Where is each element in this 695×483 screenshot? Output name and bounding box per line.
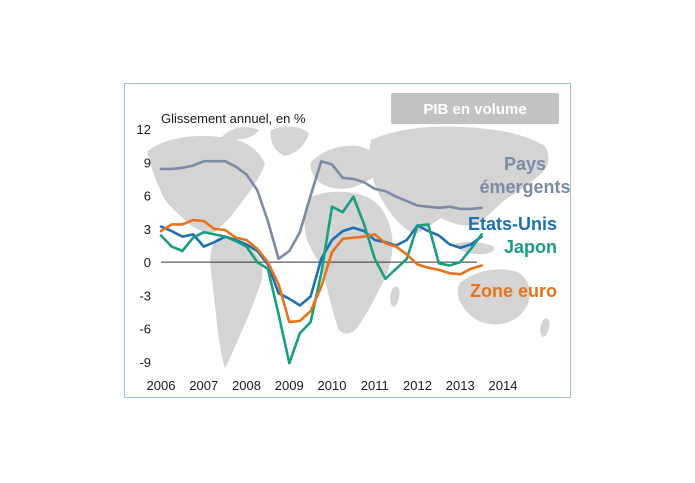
map-greenland	[270, 126, 309, 156]
y-axis-ticks: 12 9 6 3 0 -3 -6 -9	[137, 122, 151, 370]
map-new-zealand	[540, 318, 550, 337]
chart-frame: PIB en volume Glissement annuel, en % 12…	[124, 83, 571, 398]
series-label-pays_emergents: Pays	[504, 154, 546, 174]
map-australia	[457, 269, 530, 325]
x-tick-label: 2009	[275, 378, 304, 393]
y-tick-label: 6	[144, 189, 151, 204]
y-tick-label: -3	[139, 288, 151, 303]
series-lines	[159, 159, 483, 365]
map-africa	[304, 191, 393, 334]
chart-subtitle: Glissement annuel, en %	[161, 111, 306, 126]
x-tick-label: 2006	[147, 378, 176, 393]
badge-text: PIB en volume	[423, 101, 526, 118]
map-madagascar	[390, 286, 400, 307]
y-tick-label: -6	[139, 322, 151, 337]
x-tick-label: 2010	[318, 378, 347, 393]
series-label-zone_euro: Zone euro	[470, 281, 557, 301]
map-japan	[514, 172, 526, 193]
series-line-pays_emergents	[159, 159, 483, 261]
series-label-japon: Japon	[504, 237, 557, 257]
map-south-america	[210, 236, 263, 368]
series-labels: Pays émergents Etats-Unis Japon Zone euro	[468, 154, 570, 301]
series-line-etats_unis	[159, 224, 483, 307]
badge-background	[391, 93, 559, 124]
gdp-line-chart: PIB en volume Glissement annuel, en % 12…	[137, 93, 570, 393]
x-tick-label: 2007	[189, 378, 218, 393]
x-tick-label: 2008	[232, 378, 261, 393]
x-tick-label: 2012	[403, 378, 432, 393]
map-north-america	[147, 127, 265, 233]
series-label-etats_unis: Etats-Unis	[468, 214, 557, 234]
y-tick-label: 9	[144, 155, 151, 170]
y-tick-label: -9	[139, 355, 151, 370]
world-map-background	[147, 126, 550, 368]
x-tick-label: 2011	[361, 378, 389, 393]
y-tick-label: 12	[137, 122, 151, 137]
series-line-zone_euro	[159, 218, 483, 324]
x-axis-ticks: 2006 2007 2008 2009 2010 2011 2012 2013 2014	[147, 378, 518, 393]
x-tick-label: 2014	[489, 378, 518, 393]
series-line-japon	[159, 195, 483, 365]
map-asia	[369, 126, 549, 234]
x-tick-label: 2013	[446, 378, 475, 393]
map-indonesia	[455, 241, 495, 254]
y-tick-label: 0	[144, 255, 151, 270]
series-label-pays_emergents: émergents	[479, 177, 570, 197]
map-europe	[310, 145, 383, 189]
chart-badge: PIB en volume	[391, 93, 559, 124]
y-tick-label: 3	[144, 222, 151, 237]
